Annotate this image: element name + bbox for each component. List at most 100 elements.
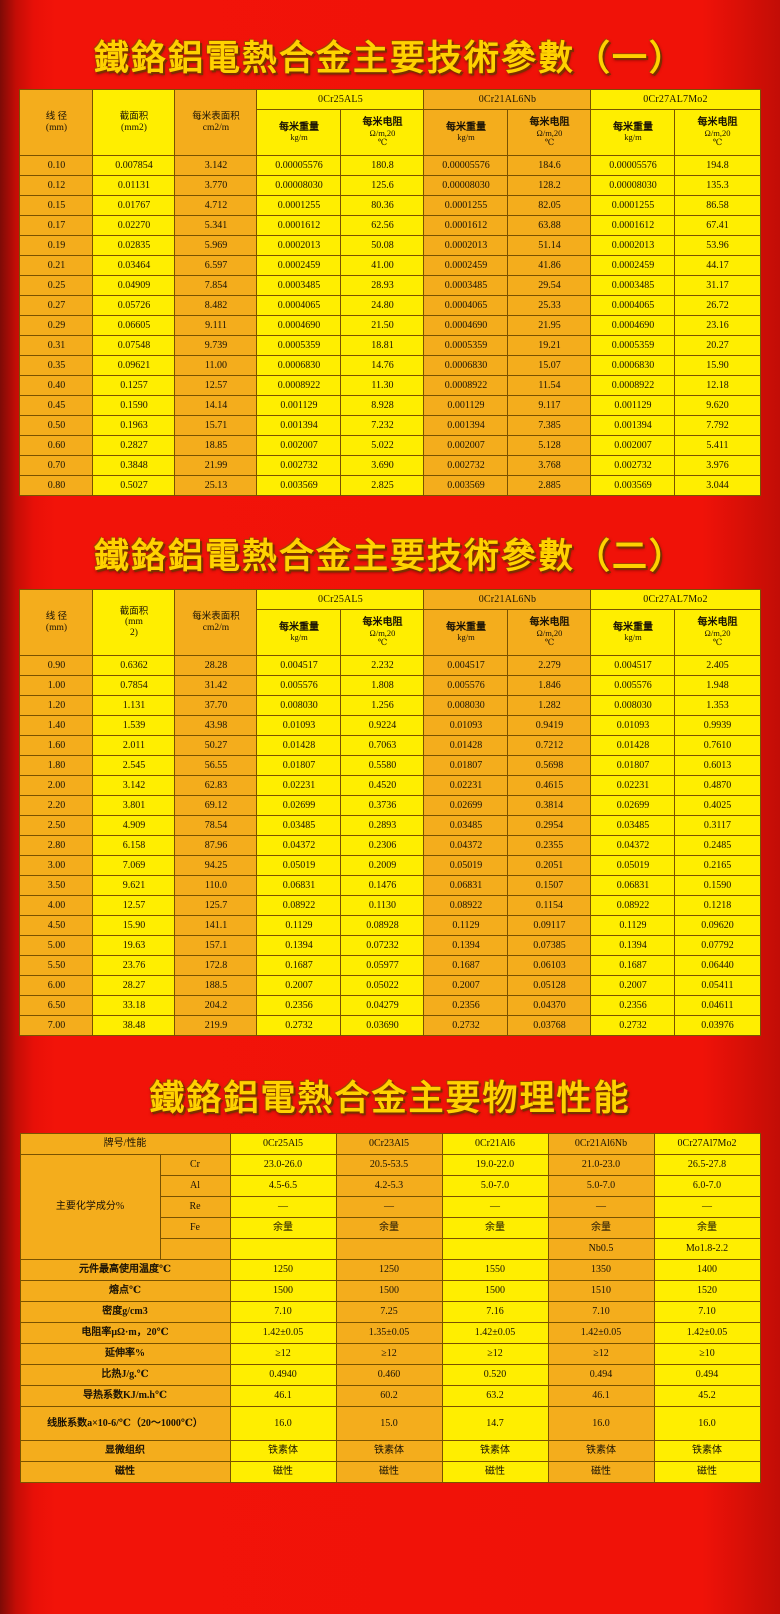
table-cell: 1500 <box>335 1280 443 1302</box>
table-cell: 94.25 <box>174 855 258 876</box>
table-cell: 0.2732 <box>256 1015 342 1036</box>
table-cell: 0.520 <box>441 1364 549 1386</box>
table-cell: 1.131 <box>92 695 176 716</box>
table-cell: 0.05726 <box>92 295 176 316</box>
table-row: 0.50 0.1963 15.71 0.001394 7.232 0.001394 7.38… <box>19 415 761 436</box>
table-cell: 2.545 <box>92 755 176 776</box>
table-cell: 0.1129 <box>423 915 509 936</box>
table-cell: 62.56 <box>340 215 425 236</box>
table-cell: 0.01131 <box>92 175 176 196</box>
header-alloy-1: 0Cr25Al5 <box>229 1133 337 1155</box>
table-cell: 3.770 <box>174 175 258 196</box>
table-cell: 0.1963 <box>92 415 176 436</box>
table-cell: 0.008030 <box>590 695 676 716</box>
table-cell: 9.621 <box>92 875 176 896</box>
table-cell: 14.7 <box>441 1406 549 1441</box>
table-cell: 3.690 <box>340 455 425 476</box>
table-cell: 0.008030 <box>423 695 509 716</box>
table-cell: 0.08928 <box>340 915 425 936</box>
table-cell: 0.00008030 <box>423 175 509 196</box>
table-cell: 0.01093 <box>256 715 342 736</box>
table-cell: 110.0 <box>174 875 258 896</box>
table-cell: 余量 <box>335 1217 443 1239</box>
table-cell: 0.07232 <box>340 935 425 956</box>
table-cell: 0.9224 <box>340 715 425 736</box>
table-cell: 0.05411 <box>674 975 761 996</box>
table-cell: 194.8 <box>674 155 761 176</box>
header-resistance-per-meter-2: 每米电阻 Ω/m,20 ℃ <box>507 609 592 656</box>
table-cell: 141.1 <box>174 915 258 936</box>
table-cell: 14.76 <box>340 355 425 376</box>
table-cell: 0.1394 <box>423 935 509 956</box>
header-alloy-0cr21al6nb: 0Cr21AL6Nb <box>423 589 592 610</box>
table-cell: 0.2485 <box>674 835 761 856</box>
table-cell: 18.81 <box>340 335 425 356</box>
table-cell: 0.02231 <box>590 775 676 796</box>
table-cell: 7.10 <box>653 1301 761 1323</box>
table-row: 0.17 0.02270 5.341 0.0001612 62.56 0.0001612 6… <box>19 215 761 236</box>
table-row: 1.00 0.7854 31.42 0.005576 1.808 0.005576 1.84… <box>19 675 761 696</box>
table-cell: 0.0004065 <box>423 295 509 316</box>
table-cell: 6.50 <box>19 995 94 1016</box>
table-cell <box>229 1238 337 1260</box>
table-row: 1.80 2.545 56.55 0.01807 0.5580 0.01807 0.5698… <box>19 755 761 776</box>
table-cell: 0.07548 <box>92 335 176 356</box>
table-cell: 14.14 <box>174 395 258 416</box>
table-cell: 28.93 <box>340 275 425 296</box>
table-tech-parameters-2: 线 径 (mm) 截面积 (mm 2) 每米表面积 cm2/m 0Cr25AL5… <box>19 589 761 1036</box>
table-cell: 50.08 <box>340 235 425 256</box>
row-label: Fe <box>159 1217 231 1239</box>
table-cell: 82.05 <box>507 195 592 216</box>
table-cell: 6.0-7.0 <box>653 1175 761 1197</box>
table-row: 0.40 0.1257 12.57 0.0008922 11.30 0.0008922 11… <box>19 375 761 396</box>
table-cell: 0.0001612 <box>256 215 342 236</box>
table-cell: 188.5 <box>174 975 258 996</box>
table-cell: 0.2893 <box>340 815 425 836</box>
table-cell: 0.7063 <box>340 735 425 756</box>
table-cell: 0.35 <box>19 355 94 376</box>
table-cell: 0.2007 <box>423 975 509 996</box>
table-cell: — <box>229 1196 337 1218</box>
page-title-section-3: 鐵鉻鋁電熱合金主要物理性能 <box>149 1079 631 1118</box>
header-alloy-2: 0Cr23Al5 <box>335 1133 443 1155</box>
table-cell: 51.14 <box>507 235 592 256</box>
table-cell: 5.0-7.0 <box>441 1175 549 1197</box>
table-cell: 0.001129 <box>423 395 509 416</box>
table-cell: 5.341 <box>174 215 258 236</box>
table-cell: 0.0003485 <box>590 275 676 296</box>
table-cell: 56.55 <box>174 755 258 776</box>
table-cell: 0.01093 <box>423 715 509 736</box>
table-cell: 余量 <box>653 1217 761 1239</box>
table-cell: 0.002732 <box>590 455 676 476</box>
table-cell: 0.0003485 <box>423 275 509 296</box>
table-cell: 219.9 <box>174 1015 258 1036</box>
table-cell: 0.03464 <box>92 255 176 276</box>
table-cell: 3.50 <box>19 875 94 896</box>
table-cell: 0.1218 <box>674 895 761 916</box>
table-cell: 0.0001255 <box>256 195 342 216</box>
table-cell: 0.2356 <box>423 995 509 1016</box>
table-cell: 0.07792 <box>674 935 761 956</box>
table-cell: 0.1507 <box>507 875 592 896</box>
table-cell: 20.5-53.5 <box>335 1154 443 1176</box>
table-row: 0.35 0.09621 11.00 0.0006830 14.76 0.0006830 1… <box>19 355 761 376</box>
table-cell: 2.00 <box>19 775 94 796</box>
table-cell: 12.57 <box>92 895 176 916</box>
table-cell: 0.09117 <box>507 915 592 936</box>
table-cell: 0.06103 <box>507 955 592 976</box>
table-cell: 1.00 <box>19 675 94 696</box>
table-cell: 0.05019 <box>590 855 676 876</box>
table-cell: 7.385 <box>507 415 592 436</box>
table-1-body: 0.10 0.007854 3.142 0.00005576 180.8 0.000055… <box>19 155 761 496</box>
header-surface-area: 每米表面积 cm2/m <box>174 89 258 156</box>
table-cell: 0.7854 <box>92 675 176 696</box>
table-cell: 46.1 <box>547 1385 655 1407</box>
table-cell: 7.10 <box>229 1301 337 1323</box>
table-cell: 0.03485 <box>256 815 342 836</box>
table-cell: 0.60 <box>19 435 94 456</box>
table-cell: 0.12 <box>19 175 94 196</box>
table-cell: 125.6 <box>340 175 425 196</box>
table-row: 比热J/g.℃ 0.4940 0.460 0.520 0.494 0.494 <box>19 1364 761 1386</box>
table-cell: 1550 <box>441 1259 549 1281</box>
